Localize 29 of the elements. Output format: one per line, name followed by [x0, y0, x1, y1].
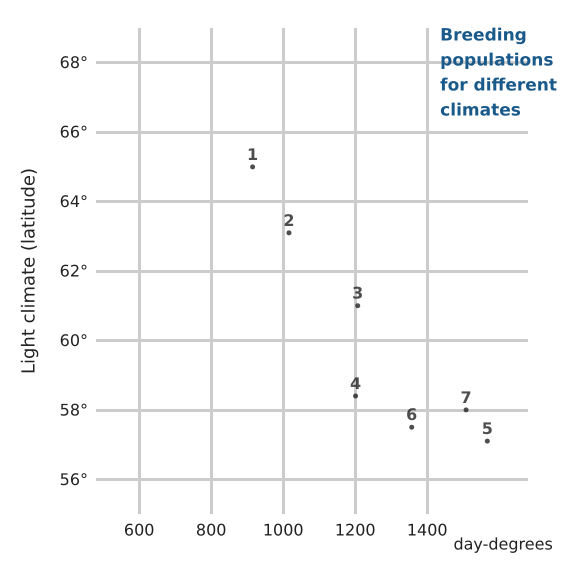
x-tick-label: 1400 [406, 520, 448, 540]
x-tick-label: 1000 [262, 520, 304, 540]
annotation: 5 [482, 419, 493, 438]
annotation: 2 [283, 210, 295, 230]
x-tick-label: 800 [196, 520, 226, 540]
y-tick-label: 68° [60, 53, 88, 72]
point [484, 438, 490, 444]
x-tick-label: 600 [124, 520, 154, 540]
point [355, 303, 360, 308]
y-tick-label: 66° [60, 122, 88, 142]
annotation: 7 [460, 388, 472, 407]
y-tick-label: 64° [60, 192, 88, 212]
annotation: 3 [352, 284, 364, 303]
y-tick-label: 60° [60, 330, 88, 350]
annotation: 6 [406, 405, 418, 424]
point [464, 407, 469, 412]
y-tick-label: 56° [60, 470, 88, 489]
point [409, 424, 414, 430]
y-axis-title: Light climate (latitude) [18, 168, 40, 374]
text: Breeding populations for different climates [440, 26, 558, 120]
point [286, 230, 292, 236]
annotation: 1 [247, 144, 258, 164]
y-tick-label: 58° [60, 400, 88, 420]
point [250, 164, 256, 170]
annotation: 4 [350, 374, 362, 393]
y-tick-label: 62° [60, 262, 88, 280]
x-axis-title: day-degrees [453, 534, 553, 554]
x-tick-label: 1200 [334, 520, 376, 540]
point [353, 393, 358, 398]
